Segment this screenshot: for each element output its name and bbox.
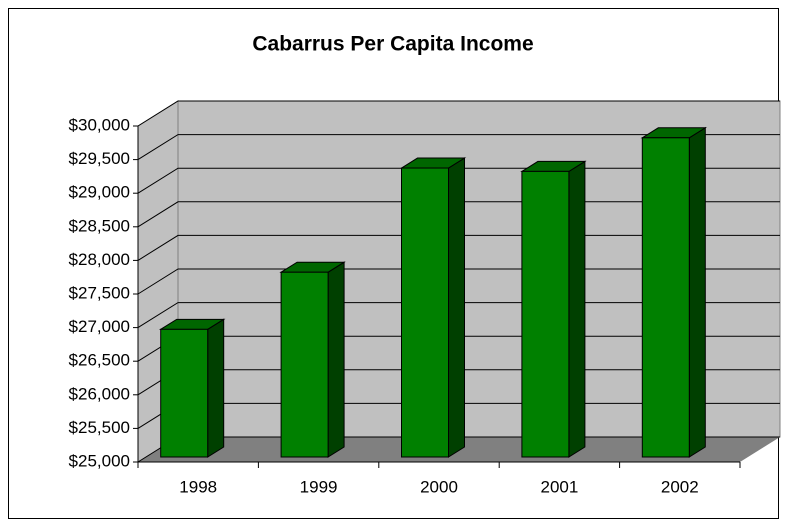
y-tick-label: $29,500 <box>69 149 130 168</box>
x-tick-label: 2000 <box>420 477 458 496</box>
bar-side <box>327 261 345 458</box>
y-tick-label: $26,000 <box>69 384 130 403</box>
x-tick-label: 2001 <box>540 477 578 496</box>
x-tick-label: 2002 <box>661 477 699 496</box>
bar <box>160 328 209 458</box>
bar-side <box>568 160 586 458</box>
y-tick-label: $25,500 <box>69 418 130 437</box>
y-tick-label: $30,000 <box>69 115 130 134</box>
y-tick-label: $28,500 <box>69 216 130 235</box>
bar <box>521 170 570 458</box>
x-tick-label: 1999 <box>300 477 338 496</box>
bar-side <box>448 157 465 458</box>
y-tick-label: $29,000 <box>69 183 130 202</box>
y-tick-label: $25,000 <box>69 451 130 470</box>
grid-line <box>137 134 780 161</box>
bar <box>401 167 449 458</box>
y-tick-label: $28,000 <box>69 250 130 269</box>
y-tick-label: $27,000 <box>69 317 130 336</box>
x-tick-label: 1998 <box>179 477 217 496</box>
y-tick-label: $27,500 <box>69 283 130 302</box>
grid-line <box>137 100 780 127</box>
bar-side <box>207 318 225 458</box>
y-tick-label: $26,500 <box>69 351 130 370</box>
bar <box>280 271 329 458</box>
chart-title: Cabarrus Per Capita Income <box>252 33 533 56</box>
bar-side <box>688 126 706 458</box>
bar <box>641 137 690 458</box>
